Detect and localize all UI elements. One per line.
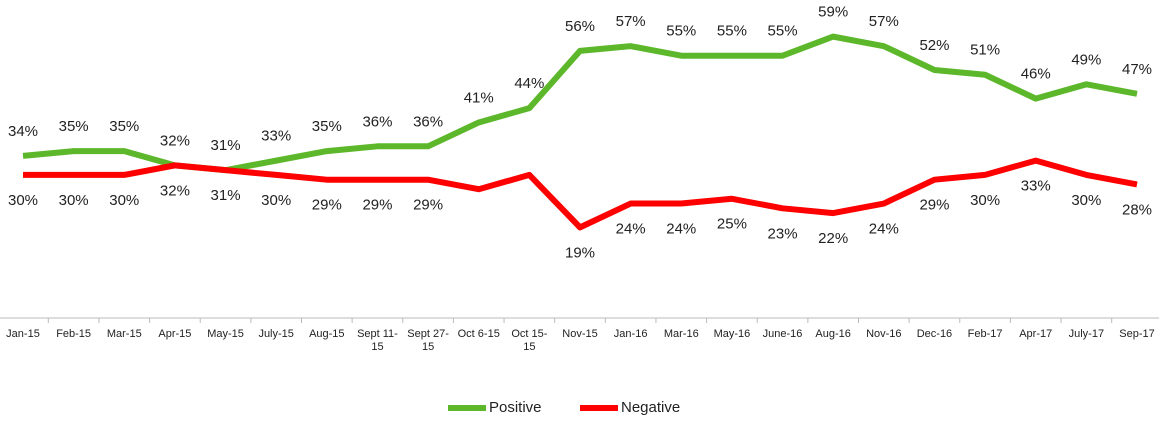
data-label: 24% xyxy=(616,221,646,238)
data-label: 25% xyxy=(717,216,747,233)
data-label: 47% xyxy=(1122,61,1152,78)
series-line xyxy=(23,157,1138,231)
data-label: 33% xyxy=(1021,178,1051,195)
legend-label: Negative xyxy=(621,399,680,416)
data-label: 57% xyxy=(616,13,646,30)
data-label: 55% xyxy=(717,23,747,40)
data-label: 59% xyxy=(818,4,848,21)
x-tick-label: Feb-17 xyxy=(967,328,1003,340)
x-tick-label: Apr-15 xyxy=(158,328,192,340)
data-label: 56% xyxy=(565,18,595,35)
x-tick-label: Feb-15 xyxy=(56,328,92,340)
data-label: 31% xyxy=(211,187,241,204)
x-tick-label: Sept 11-15 xyxy=(357,328,398,353)
x-tick-label: Aug-15 xyxy=(309,328,345,340)
data-label: 30% xyxy=(109,192,139,209)
data-label: 31% xyxy=(211,137,241,154)
data-label: 32% xyxy=(160,182,190,199)
data-label: 22% xyxy=(818,230,848,247)
x-tick-label: Sept 27-15 xyxy=(407,328,449,353)
x-tick-label: Jan-15 xyxy=(6,328,40,340)
data-label: 23% xyxy=(768,225,798,242)
x-tick-label: Dec-16 xyxy=(916,328,953,340)
x-tick-label: June-16 xyxy=(762,328,803,340)
x-tick-label: Sep-17 xyxy=(1119,328,1155,340)
data-label: 35% xyxy=(312,118,342,135)
x-tick-label: May-16 xyxy=(713,328,751,340)
data-label: 35% xyxy=(109,118,139,135)
x-tick-label: May-15 xyxy=(207,328,244,340)
data-label: 32% xyxy=(160,132,190,149)
data-label: 24% xyxy=(869,221,899,238)
data-label: 36% xyxy=(413,113,443,130)
data-label: 29% xyxy=(919,197,949,214)
data-label: 46% xyxy=(1021,66,1051,83)
x-tick-label: Mar-15 xyxy=(106,328,142,340)
x-tick-label: Aug-16 xyxy=(815,328,851,340)
data-label: 35% xyxy=(59,118,89,135)
x-tick-label: Apr-17 xyxy=(1019,328,1053,340)
x-tick-label: Oct 15-15 xyxy=(511,328,548,353)
data-label: 33% xyxy=(261,128,291,145)
x-tick-label: Oct 6-15 xyxy=(457,328,500,340)
data-label: 55% xyxy=(768,23,798,40)
data-label: 44% xyxy=(514,75,544,92)
data-label: 29% xyxy=(413,197,443,214)
legend-label: Positive xyxy=(489,399,542,416)
data-label: 29% xyxy=(312,197,342,214)
data-label: 30% xyxy=(1071,192,1101,209)
data-label: 36% xyxy=(362,113,392,130)
x-tick-label: July-17 xyxy=(1068,328,1105,340)
data-label: 34% xyxy=(8,123,38,140)
data-label: 30% xyxy=(970,192,1000,209)
data-label: 30% xyxy=(59,192,89,209)
x-tick-label: Nov-15 xyxy=(562,328,598,340)
data-label: 41% xyxy=(464,89,494,106)
data-label: 29% xyxy=(362,197,392,214)
x-tick-label: Jan-16 xyxy=(613,328,648,340)
data-label: 19% xyxy=(565,244,595,261)
x-tick-label: July-15 xyxy=(258,328,294,340)
data-label: 52% xyxy=(919,37,949,54)
data-label: 30% xyxy=(8,192,38,209)
data-label: 28% xyxy=(1122,201,1152,218)
data-label: 24% xyxy=(666,221,696,238)
data-label: 57% xyxy=(869,13,899,30)
x-tick-label: Mar-16 xyxy=(663,328,699,340)
x-tick-label: Nov-16 xyxy=(866,328,902,340)
data-label: 55% xyxy=(666,23,696,40)
data-label: 30% xyxy=(261,192,291,209)
data-label: 49% xyxy=(1071,51,1101,68)
data-label: 51% xyxy=(970,42,1000,59)
